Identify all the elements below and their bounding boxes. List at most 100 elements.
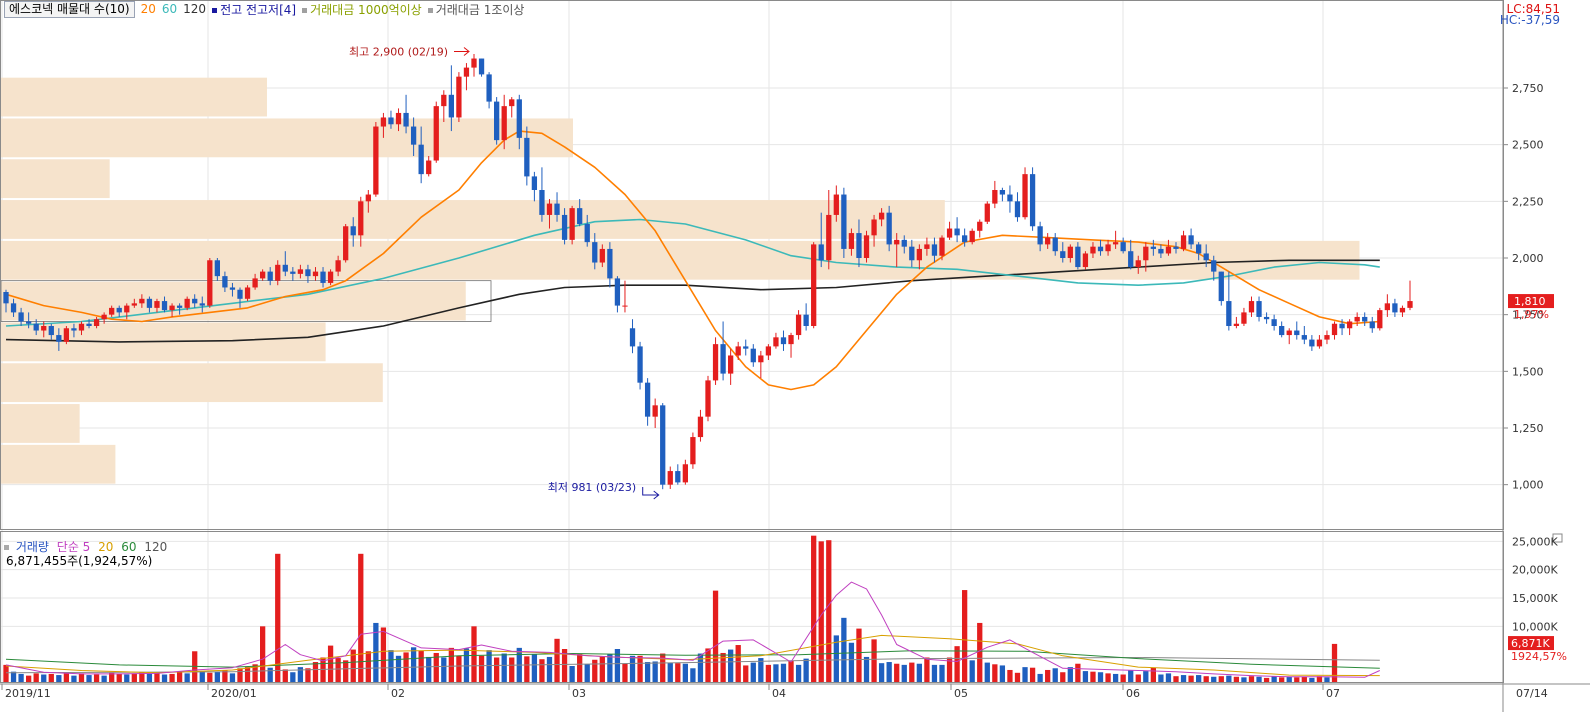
candle-body bbox=[577, 208, 583, 224]
volume-bar bbox=[1158, 674, 1164, 683]
candle-body bbox=[290, 271, 296, 274]
chart-title[interactable]: 에스코넥 매물대 수(10) bbox=[4, 0, 135, 18]
legend-ma60[interactable]: 60 bbox=[161, 2, 178, 16]
volume-bar bbox=[86, 675, 92, 683]
current-price-tag bbox=[1508, 294, 1554, 309]
volume-bar bbox=[41, 674, 47, 683]
chart-legend: 에스코넥 매물대 수(10) 20 60 120 전고 전고저[4] 거래대금 … bbox=[0, 0, 530, 18]
candle-body bbox=[18, 312, 24, 322]
max-arrow-icon bbox=[454, 47, 470, 56]
volume-bar bbox=[365, 651, 371, 683]
volume-bar bbox=[1263, 677, 1270, 683]
price-tick-label: 1,000 bbox=[1512, 479, 1544, 492]
candle-body bbox=[614, 278, 621, 306]
candle-body bbox=[569, 208, 575, 240]
volume-bar bbox=[1060, 672, 1066, 683]
candle-body bbox=[1060, 251, 1066, 258]
candle-body bbox=[788, 335, 794, 345]
volume-bar bbox=[18, 673, 24, 683]
candle-body bbox=[1256, 301, 1262, 317]
legend-vol-ma20[interactable]: 20 bbox=[98, 540, 114, 554]
legend-ma20[interactable]: 20 bbox=[140, 2, 156, 16]
volume-tick-label: 20,000K bbox=[1512, 564, 1558, 577]
volume-ma-layer bbox=[5, 581, 1381, 678]
volume-bar bbox=[131, 673, 137, 683]
volume-bar bbox=[426, 656, 432, 683]
volume-bar bbox=[826, 540, 832, 683]
candle-body bbox=[260, 271, 266, 279]
candle-body bbox=[878, 212, 885, 220]
candle-body bbox=[10, 303, 17, 313]
volume-bar bbox=[1218, 676, 1224, 683]
candle-body bbox=[992, 190, 998, 204]
candle-body bbox=[350, 226, 356, 236]
volume-bar bbox=[878, 663, 885, 683]
volume-bar bbox=[101, 675, 107, 683]
legend-vol-sma5[interactable]: 단순 5 bbox=[56, 540, 91, 554]
volume-bar bbox=[531, 654, 538, 683]
volume-bar bbox=[448, 647, 454, 683]
candle-body bbox=[335, 260, 341, 272]
volume-bar bbox=[833, 635, 839, 683]
candle-body bbox=[1067, 246, 1073, 258]
candle-body bbox=[93, 319, 100, 326]
candle-body bbox=[1082, 253, 1089, 268]
candle-body bbox=[1407, 301, 1413, 308]
volume-bar bbox=[758, 658, 764, 683]
volume-bar bbox=[312, 662, 319, 683]
candle-body bbox=[712, 344, 719, 381]
vol-ma120-line bbox=[5, 657, 1380, 674]
candle-body bbox=[267, 271, 273, 281]
volume-bar bbox=[184, 673, 190, 683]
volume-bar bbox=[1143, 671, 1149, 683]
volume-bar bbox=[992, 664, 998, 683]
volume-bar bbox=[546, 656, 553, 683]
candle-body bbox=[63, 328, 70, 342]
candle-body bbox=[622, 305, 628, 307]
legend-high-low[interactable]: 전고 전고저[4] bbox=[212, 1, 296, 18]
candle-body bbox=[720, 344, 726, 374]
volume-bar bbox=[1097, 672, 1104, 683]
x-end-label: 07/14 bbox=[1516, 687, 1548, 700]
volume-bar bbox=[705, 648, 711, 683]
candle-body bbox=[1090, 246, 1096, 254]
candle-body bbox=[682, 464, 688, 483]
legend-turnover1[interactable]: 거래대금 1000억이상 bbox=[302, 1, 422, 18]
volume-bar bbox=[48, 673, 54, 683]
volume-bar bbox=[1112, 673, 1119, 683]
candle-body bbox=[139, 298, 145, 304]
candle-body bbox=[1263, 316, 1270, 320]
candle-body bbox=[803, 314, 809, 326]
volume-profile-bar bbox=[1, 404, 80, 443]
volume-bar bbox=[1022, 667, 1028, 683]
volume-bar bbox=[803, 658, 809, 683]
candle-body bbox=[667, 471, 673, 485]
volume-bar bbox=[78, 673, 85, 683]
volume-bar bbox=[1316, 676, 1323, 683]
legend-vol-ma120[interactable]: 120 bbox=[144, 540, 168, 554]
candle-body bbox=[1097, 246, 1104, 252]
candle-body bbox=[33, 323, 39, 331]
volume-bar bbox=[63, 672, 70, 683]
volume-bar bbox=[305, 668, 311, 683]
candle-body bbox=[1014, 201, 1021, 218]
panel-toggle-button[interactable] bbox=[1552, 533, 1563, 543]
legend-volume[interactable]: 거래량 bbox=[15, 540, 49, 554]
vol-sma5-line bbox=[5, 581, 1381, 678]
volume-bar bbox=[478, 655, 485, 683]
volume-bar bbox=[524, 656, 530, 683]
volume-bar bbox=[1120, 674, 1126, 683]
legend-ma120[interactable]: 120 bbox=[183, 2, 207, 16]
current-volume-pct-label: 1924,57% bbox=[1511, 650, 1567, 663]
candle-body bbox=[1339, 323, 1345, 329]
candle-body bbox=[728, 355, 734, 374]
legend-vol-ma60[interactable]: 60 bbox=[121, 540, 137, 554]
volume-bar bbox=[765, 664, 772, 683]
candle-body bbox=[3, 292, 9, 304]
candle-body bbox=[1354, 316, 1360, 322]
volume-bar bbox=[267, 667, 273, 683]
volume-bar bbox=[577, 654, 583, 683]
legend-turnover2[interactable]: 거래대금 1조이상 bbox=[427, 1, 524, 18]
candle-body bbox=[1226, 301, 1232, 326]
